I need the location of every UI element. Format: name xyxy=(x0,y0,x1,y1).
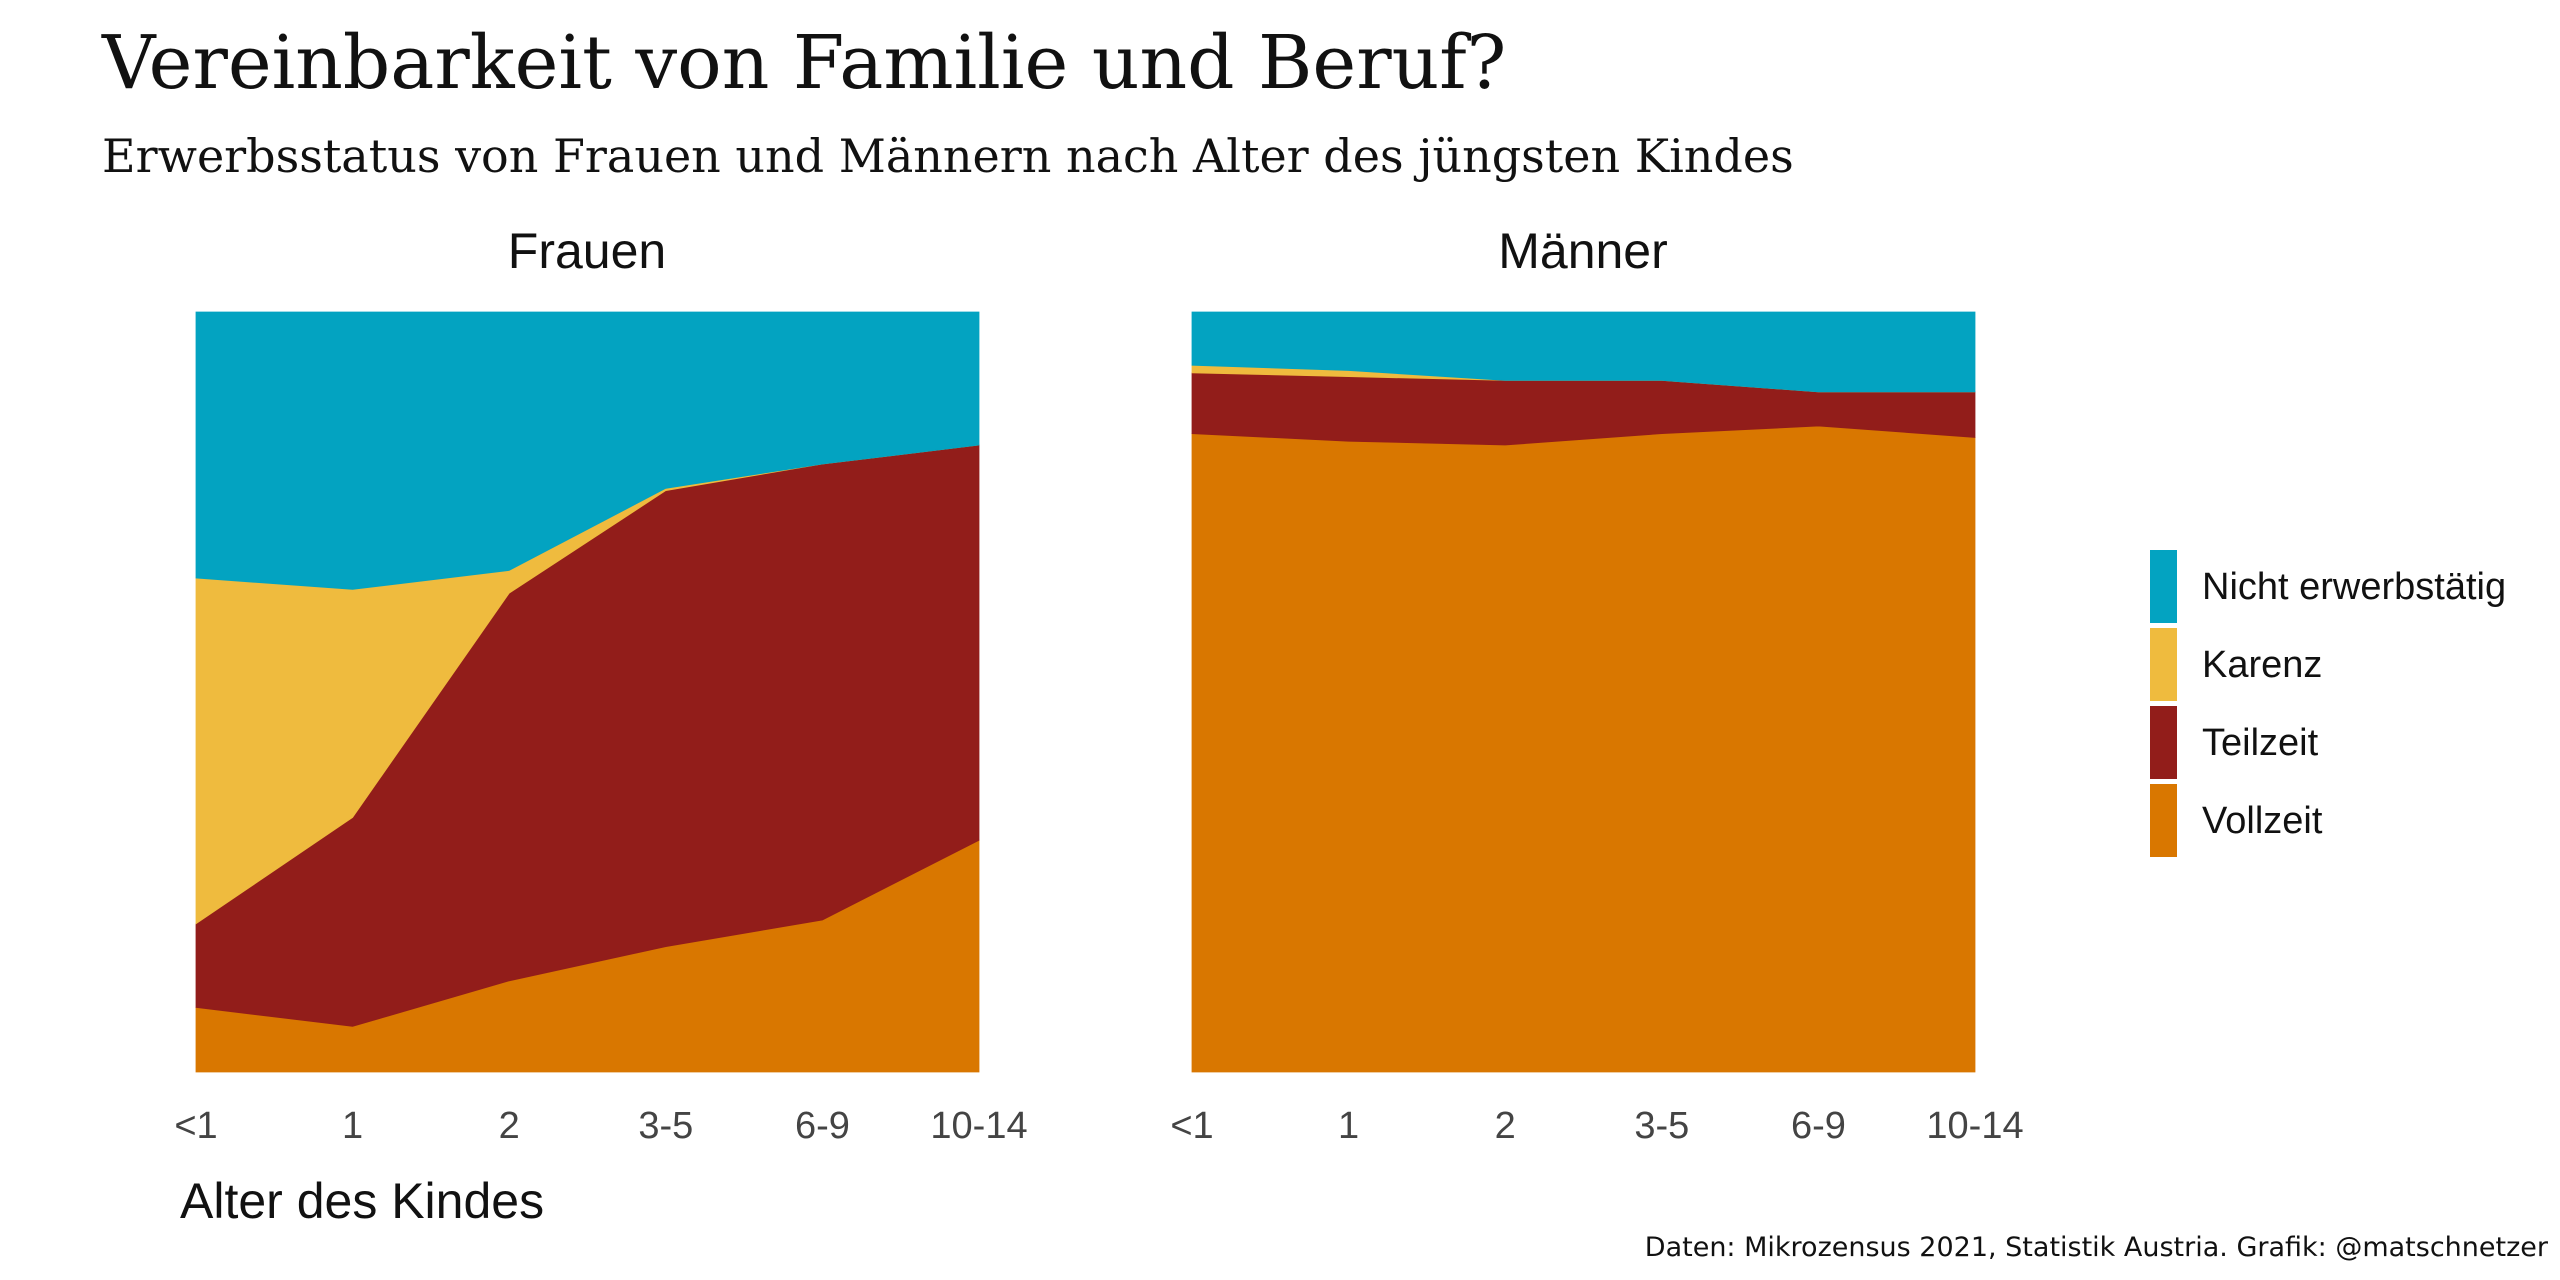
maenner-x-tick: 6-9 xyxy=(1791,1105,1846,1147)
frauen-x-ticks: <1 1 2 3-5 6-9 10-14 xyxy=(174,1105,1027,1147)
frauen-x-tick: 3-5 xyxy=(638,1105,693,1147)
legend: Nicht erwerbstätig Karenz Teilzeit Vollzeit xyxy=(2150,550,2506,857)
frauen-area-layers xyxy=(196,312,979,1072)
maenner-x-ticks: <1 1 2 3-5 6-9 10-14 xyxy=(1170,1105,2023,1147)
maenner-x-tick: 10-14 xyxy=(1926,1105,2023,1147)
panel-title-maenner: Männer xyxy=(1498,223,1668,279)
frauen-x-tick: <1 xyxy=(174,1105,217,1147)
chart-subtitle: Erwerbsstatus von Frauen und Männern nac… xyxy=(102,129,1794,183)
legend-swatch-nicht-erwerbstaetig xyxy=(2150,550,2177,623)
frauen-x-tick: 1 xyxy=(342,1105,363,1147)
frauen-x-tick: 10-14 xyxy=(930,1105,1027,1147)
maenner-x-tick: <1 xyxy=(1170,1105,1213,1147)
panel-maenner: Männer <1 1 2 3-5 6-9 10-14 xyxy=(1170,223,2023,1147)
legend-label-karenz: Karenz xyxy=(2202,644,2322,686)
maenner-area-vollzeit xyxy=(1192,426,1975,1072)
panel-title-frauen: Frauen xyxy=(508,223,666,279)
legend-swatch-teilzeit xyxy=(2150,706,2177,779)
maenner-area-layers xyxy=(1192,312,1975,1072)
legend-label-nicht-erwerbstaetig: Nicht erwerbstätig xyxy=(2202,566,2506,608)
maenner-x-tick: 2 xyxy=(1495,1105,1516,1147)
legend-swatch-karenz xyxy=(2150,628,2177,701)
frauen-x-tick: 6-9 xyxy=(795,1105,850,1147)
maenner-x-tick: 1 xyxy=(1338,1105,1359,1147)
legend-label-teilzeit: Teilzeit xyxy=(2202,722,2319,764)
frauen-x-tick: 2 xyxy=(499,1105,520,1147)
legend-swatch-vollzeit xyxy=(2150,784,2177,857)
panel-frauen: Frauen <1 1 2 3-5 6-9 10-14 xyxy=(174,223,1027,1147)
maenner-x-tick: 3-5 xyxy=(1634,1105,1689,1147)
chart-title: Vereinbarkeit von Familie und Beruf? xyxy=(101,20,1506,106)
legend-label-vollzeit: Vollzeit xyxy=(2202,800,2323,842)
x-axis-label: Alter des Kindes xyxy=(180,1173,544,1229)
source-credit: Daten: Mikrozensus 2021, Statistik Austr… xyxy=(1645,1232,2549,1263)
